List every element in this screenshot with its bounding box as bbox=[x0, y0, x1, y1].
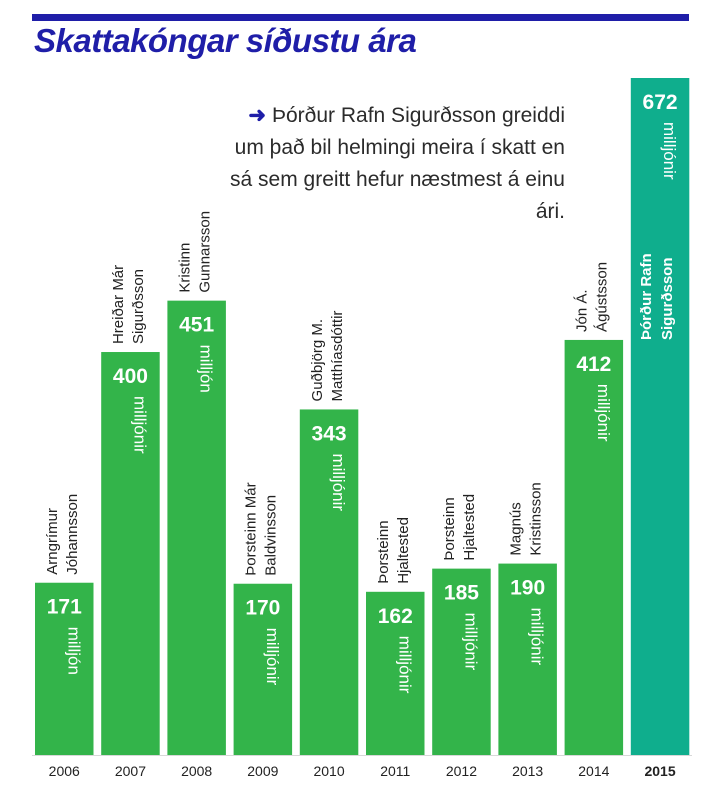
bar bbox=[498, 563, 557, 755]
bar-name-label: Baldvinsson bbox=[263, 495, 280, 576]
bar-unit-label: milljónir bbox=[594, 384, 613, 442]
bar-value-label: 412 bbox=[576, 353, 611, 376]
bar-name-label: Hjaltested bbox=[395, 517, 412, 584]
x-tick-label: 2006 bbox=[49, 763, 80, 779]
arrow-right-icon: ➜ bbox=[248, 104, 266, 127]
bar bbox=[299, 409, 359, 755]
bar-value-label: 185 bbox=[444, 582, 479, 605]
x-tick-label: 2011 bbox=[380, 763, 410, 779]
bar-name-label: Jón Á. bbox=[574, 289, 591, 332]
bar-name-label: Þórður Rafn bbox=[638, 253, 655, 340]
x-tick-label: 2009 bbox=[247, 763, 278, 779]
x-tick-label: 2007 bbox=[115, 763, 146, 779]
bar bbox=[35, 582, 94, 755]
bar-name-label: Kristinn bbox=[176, 243, 193, 293]
bar-unit-label: milljónir bbox=[263, 628, 282, 686]
bar-value-label: 170 bbox=[245, 597, 280, 620]
bar-name-label: Sigurðsson bbox=[130, 269, 147, 344]
bar-name-label: Jóhannsson bbox=[64, 494, 81, 575]
x-tick-label: 2014 bbox=[578, 763, 609, 779]
annotation: ➜ Þórður Rafn Sigurðsson greiddi um það b… bbox=[220, 100, 565, 228]
chart-title: Skattakóngar síðustu ára bbox=[34, 22, 417, 59]
title-rule bbox=[32, 14, 689, 21]
bar-value-label: 171 bbox=[47, 596, 82, 619]
annotation-text: Þórður Rafn Sigurðsson greiddi um það bi… bbox=[230, 104, 565, 223]
bar bbox=[101, 352, 160, 755]
bar-value-label: 190 bbox=[510, 577, 545, 600]
x-tick-label: 2013 bbox=[512, 763, 543, 779]
x-tick-label: 2008 bbox=[181, 763, 212, 779]
bar-name-label: Hreiðar Már bbox=[110, 265, 127, 344]
bar-name-label: Arngrímur bbox=[44, 508, 61, 575]
bar-name-label: Magnús bbox=[507, 502, 524, 555]
bar-name-label: Matthíasdóttir bbox=[329, 311, 346, 402]
bar-value-label: 343 bbox=[312, 422, 347, 445]
bar bbox=[630, 78, 690, 755]
bar-name-label: Ágústsson bbox=[594, 262, 611, 332]
bar-unit-label: milljónir bbox=[660, 122, 679, 180]
x-tick-label: 2015 bbox=[644, 763, 675, 779]
bar-name-label: Hjaltested bbox=[461, 494, 478, 561]
bar bbox=[564, 339, 624, 755]
bar-value-label: 451 bbox=[179, 314, 214, 337]
bar-name-label: Þorsteinn Már bbox=[243, 482, 260, 575]
bar bbox=[366, 591, 425, 755]
bar-name-label: Þorsteinn bbox=[441, 497, 458, 560]
bar bbox=[432, 568, 491, 755]
bar-name-label: Þorsteinn bbox=[375, 520, 392, 583]
bar-unit-label: milljónir bbox=[461, 613, 480, 671]
bar-name-label: Sigurðsson bbox=[659, 257, 676, 340]
bar-unit-label: milljón bbox=[64, 627, 83, 675]
bar-value-label: 400 bbox=[113, 365, 148, 388]
bar-name-label: Kristinsson bbox=[527, 482, 544, 555]
bar-unit-label: milljón bbox=[197, 345, 216, 393]
bar-unit-label: milljónir bbox=[130, 396, 149, 454]
bar-name-label: Guðbjörg M. bbox=[309, 319, 326, 402]
bar-value-label: 672 bbox=[643, 91, 678, 114]
bar-unit-label: milljónir bbox=[528, 608, 547, 666]
bar-unit-label: milljónir bbox=[329, 453, 348, 511]
x-tick-label: 2012 bbox=[446, 763, 477, 779]
x-tick-label: 2010 bbox=[313, 763, 344, 779]
bar bbox=[167, 300, 226, 755]
bar-unit-label: milljónir bbox=[395, 636, 414, 694]
bar bbox=[233, 583, 293, 755]
bar-name-label: Gunnarsson bbox=[196, 211, 213, 293]
bar-value-label: 162 bbox=[378, 605, 413, 628]
